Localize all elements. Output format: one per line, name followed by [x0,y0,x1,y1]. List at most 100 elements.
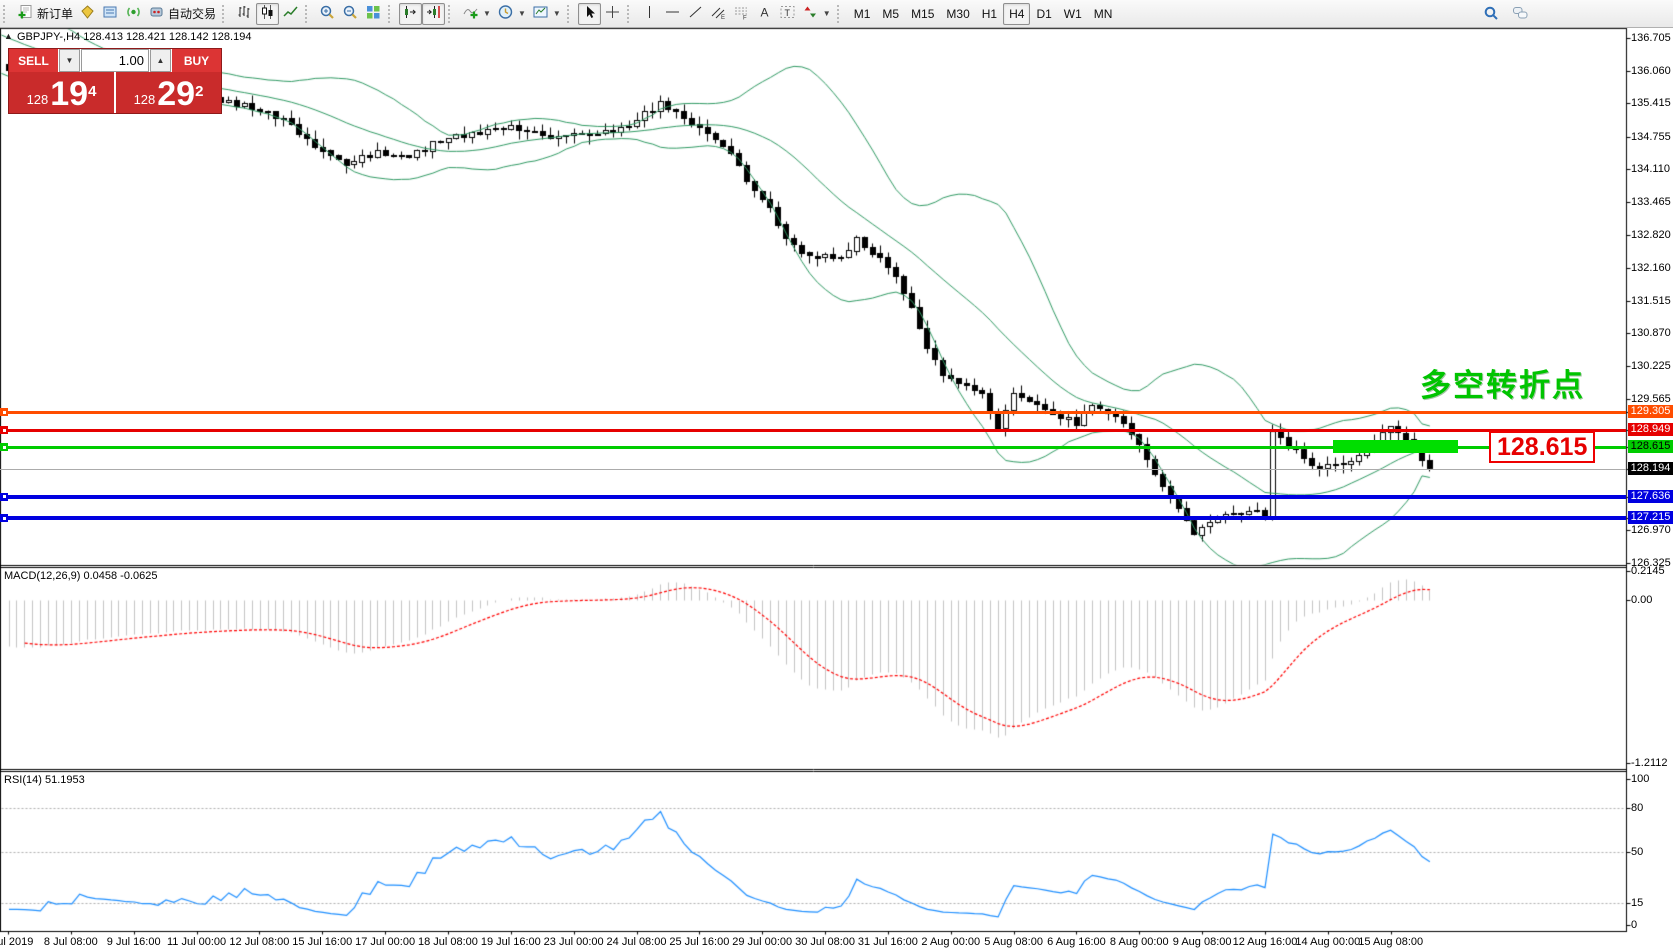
time-axis-tick: 29 Jul 00:00 [732,936,793,948]
toolbar-grip [566,4,574,23]
timeframe-tf-m15-button[interactable]: M15 [905,3,940,25]
timeframe-tf-m1-button[interactable]: M1 [848,3,877,25]
autotrading[interactable]: 自动交易 [145,3,219,25]
search-button[interactable] [1480,3,1503,25]
chat-icon [1512,5,1529,24]
chart-shift-icon [425,4,442,23]
text-label[interactable]: T [776,3,799,25]
price-axis-tick: 126.325 [1631,557,1671,570]
indicators-icon [462,4,479,23]
tf-d1-label: D1 [1036,6,1052,21]
tile-windows-icon [365,4,382,23]
time-axis-tick: 31 Jul 16:00 [857,936,918,948]
price-axis-tick: 136.060 [1631,64,1671,77]
horizontal-line-object[interactable] [0,514,1626,523]
new-order[interactable]: 新订单 [14,3,76,25]
time-axis-tick: 5 Aug 08:00 [984,936,1043,948]
volume-input[interactable] [81,49,149,72]
auto-scroll[interactable] [399,2,423,25]
data-window[interactable] [99,3,122,25]
price-line-label: 128.615 [1628,440,1673,454]
sell-button[interactable]: SELL [9,49,58,72]
label-icon: T [779,4,796,23]
time-axis-tick: 12 Jul 08:00 [229,936,290,948]
horizontal-line-object[interactable] [0,426,1626,435]
timeframe-tf-h4-button[interactable]: H4 [1003,2,1031,25]
macd-label: MACD(12,26,9) 0.0458 -0.0625 [4,570,158,582]
bar-chart[interactable] [233,3,256,25]
zoom-in[interactable] [316,3,339,25]
price-axis-tick: 134.755 [1631,130,1671,143]
line-chart[interactable] [279,3,302,25]
volume-increase-button[interactable]: ▲ [150,49,171,72]
zoom-out-icon [342,4,359,23]
signals[interactable] [122,3,145,25]
dropdown-arrow-icon: ▼ [822,9,831,18]
sell-price-display[interactable]: 128 19 4 [9,72,114,113]
tf-m30-label: M30 [946,6,970,21]
price-axis-tick: 132.820 [1631,228,1671,241]
signals-icon [125,4,142,23]
buy-button[interactable]: BUY [172,49,221,72]
periods[interactable]: ▼ [494,3,529,25]
price-axis-tick: 133.465 [1631,195,1671,208]
zoom-in-icon [319,4,336,23]
fibonacci[interactable]: F [730,3,753,25]
indicators[interactable]: ▼ [459,3,494,25]
volume-decrease-button[interactable]: ▼ [59,49,80,72]
new-order-icon [17,4,34,23]
vline-icon [641,4,658,23]
annotation-text[interactable]: 多空转折点 [1420,368,1585,403]
timeframe-tf-w1-button[interactable]: W1 [1058,3,1088,25]
timeframe-tf-m5-button[interactable]: M5 [876,3,905,25]
price-callout[interactable]: 128.615 [1489,431,1596,463]
highlight-rectangle[interactable] [1333,440,1458,454]
horizontal-line-object[interactable] [0,443,1626,452]
auto-scroll-icon [402,4,419,23]
templates[interactable]: ▼ [529,3,564,25]
toolbar-grip [626,4,634,23]
timeframe-tf-mn-button[interactable]: MN [1088,3,1119,25]
time-axis-tick: 11 Jul 00:00 [166,936,227,948]
vertical-line[interactable] [638,3,661,25]
line-anchor-marker[interactable] [0,514,8,523]
text[interactable]: A [753,3,776,25]
line-anchor-marker[interactable] [0,443,8,452]
metaeditor[interactable] [76,3,99,25]
timeframe-tf-h1-button[interactable]: H1 [976,3,1003,25]
time-axis-tick: 8 Jul 08:00 [43,936,98,948]
tile-windows[interactable] [362,3,385,25]
crosshair[interactable] [601,3,624,25]
autotrading-label: 自动交易 [168,7,217,21]
timeframe-tf-d1-button[interactable]: D1 [1030,3,1057,25]
buy-price-display[interactable]: 128 29 2 [116,72,221,113]
line-anchor-marker[interactable] [0,492,8,501]
collapse-triangle-icon[interactable]: ▲ [4,31,13,41]
time-axis-tick: 9 Aug 08:00 [1172,936,1232,948]
hline-icon [664,4,681,23]
chat-button[interactable] [1509,3,1532,25]
horizontal-line-object[interactable] [0,408,1626,417]
arrows[interactable]: ▼ [799,3,834,25]
horizontal-line[interactable] [661,3,684,25]
timeframe-tf-m30-button[interactable]: M30 [940,3,975,25]
zoom-out[interactable] [339,3,362,25]
bar-chart-icon [236,4,253,23]
cursor[interactable] [577,2,601,25]
chart-shift[interactable] [422,2,446,25]
candlestick-chart[interactable] [256,2,280,25]
line-anchor-marker[interactable] [0,408,8,417]
time-axis-tick: 12 Aug 16:00 [1232,936,1298,948]
tf-w1-label: W1 [1063,6,1082,21]
time-axis-tick: 18 Jul 08:00 [417,936,478,948]
equidistant-channel[interactable]: E [707,3,730,25]
cursor-icon [581,4,598,23]
price-axis-tick: 130.870 [1631,327,1671,340]
buy-price-pip: 2 [195,83,204,100]
sell-price-int: 128 [26,92,49,107]
line-anchor-marker[interactable] [0,426,8,435]
trendline[interactable] [684,3,707,25]
metaeditor-icon [79,4,96,23]
horizontal-line-object[interactable] [0,492,1626,501]
